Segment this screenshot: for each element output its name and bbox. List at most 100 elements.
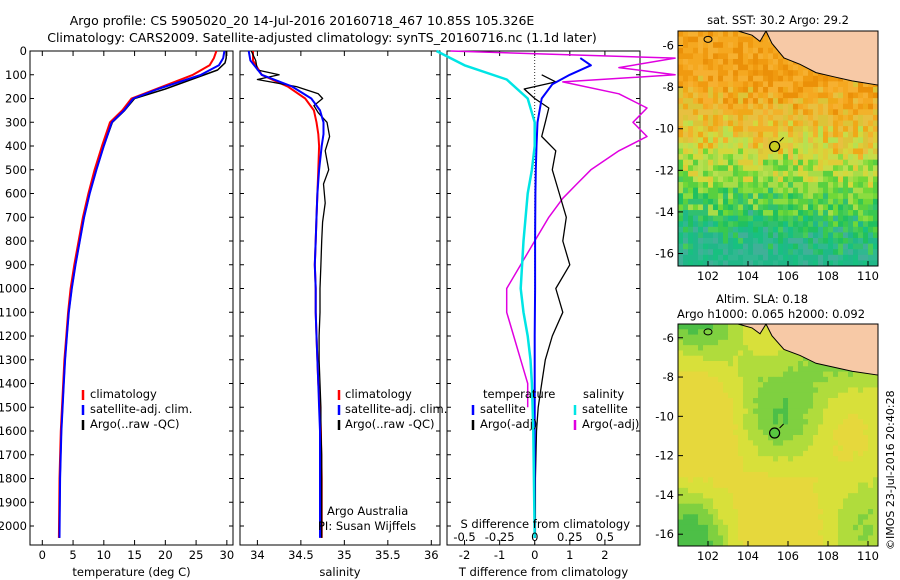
- map0-cell: [858, 131, 864, 138]
- map1-cell: [748, 366, 754, 373]
- map1-cell: [743, 398, 749, 404]
- map0-cell: [758, 232, 764, 239]
- map0-cell: [738, 254, 744, 261]
- map0-cell: [823, 232, 829, 239]
- map0-cell: [733, 75, 739, 82]
- map1-cell: [698, 345, 704, 351]
- map1-cell: [678, 493, 684, 499]
- map1-cell: [693, 524, 699, 531]
- map0-cell: [793, 159, 799, 166]
- map0-cell: [703, 75, 709, 82]
- map1-cell: [783, 376, 789, 383]
- map0-cell: [783, 120, 789, 127]
- map0-cell: [693, 86, 699, 94]
- map0-cell: [818, 92, 824, 99]
- map1-cell: [798, 535, 804, 542]
- map0-cell: [803, 103, 809, 110]
- map0-cell: [798, 165, 804, 172]
- map1-xtick-label: 104: [737, 549, 759, 563]
- map1-cell: [758, 429, 764, 436]
- map0-cell: [813, 137, 819, 144]
- map1-cell: [733, 398, 739, 404]
- map0-cell: [783, 64, 789, 71]
- map1-cell: [823, 461, 829, 468]
- map1-cell: [748, 487, 754, 494]
- map1-cell: [818, 509, 824, 515]
- map0-cell: [743, 238, 749, 245]
- map0-cell: [788, 187, 794, 194]
- map0-cell: [718, 193, 724, 200]
- map0-cell: [838, 249, 844, 256]
- map0-cell: [693, 148, 699, 155]
- map0-cell: [768, 53, 774, 60]
- map1-cell: [783, 503, 789, 510]
- map0-cell: [683, 109, 689, 116]
- map0-cell: [763, 53, 769, 60]
- map0-cell: [748, 193, 754, 200]
- map1-cell: [718, 487, 724, 494]
- map1-cell: [683, 392, 689, 399]
- map1-cell: [828, 371, 834, 378]
- map1-cell: [743, 514, 749, 521]
- sal-xtick-label: 35: [337, 548, 352, 562]
- map0-cell: [733, 114, 739, 122]
- map1-cell: [698, 461, 704, 468]
- map0-cell: [833, 204, 839, 211]
- map0-cell: [768, 131, 774, 138]
- map1-cell: [818, 398, 824, 404]
- map1-cell: [748, 339, 754, 346]
- map0-cell: [848, 92, 854, 99]
- map0-cell: [778, 210, 784, 217]
- map0-cell: [748, 176, 754, 183]
- map1-cell: [773, 519, 779, 526]
- map0-cell: [788, 98, 794, 105]
- map1-cell: [793, 419, 799, 425]
- map1-cell: [788, 540, 794, 547]
- map1-cell: [798, 487, 804, 494]
- map0-cell: [713, 142, 719, 149]
- map0-cell: [728, 232, 734, 239]
- map0-cell: [778, 238, 784, 245]
- map0-cell: [693, 204, 699, 211]
- map1-cell: [693, 530, 699, 536]
- map0-cell: [753, 131, 759, 138]
- map0-cell: [688, 193, 694, 200]
- map1-cell: [858, 509, 864, 515]
- map0-cell: [778, 114, 784, 122]
- map1-cell: [858, 440, 864, 447]
- map0-cell: [798, 142, 804, 149]
- map0-cell: [793, 70, 799, 77]
- map0-cell: [773, 215, 779, 222]
- map0-cell: [788, 109, 794, 116]
- map1-cell: [718, 366, 724, 373]
- map0-cell: [728, 254, 734, 261]
- map1-cell: [803, 366, 809, 373]
- map1-cell: [748, 435, 754, 441]
- map1-cell: [678, 535, 684, 542]
- map0-cell: [743, 176, 749, 183]
- map0-cell: [868, 210, 874, 217]
- map1-cell: [783, 445, 789, 452]
- map1-cell: [838, 445, 844, 452]
- map1-cell: [873, 403, 879, 410]
- map1-cell: [783, 403, 789, 410]
- map1-cell: [783, 493, 789, 499]
- map0-cell: [768, 232, 774, 239]
- map1-cell: [873, 408, 879, 415]
- map0-cell: [763, 126, 769, 133]
- map0-cell: [758, 170, 764, 177]
- sal-legend-label: Argo(..raw -QC): [345, 417, 435, 431]
- map0-cell: [753, 92, 759, 99]
- map0-cell: [818, 243, 824, 250]
- map0-cell: [813, 187, 819, 194]
- map1-cell: [813, 461, 819, 468]
- map1-cell: [818, 387, 824, 394]
- map0-cell: [738, 36, 744, 43]
- map0-cell: [713, 249, 719, 256]
- map1-cell: [758, 376, 764, 383]
- map1-cell: [723, 482, 729, 489]
- map1-cell: [688, 524, 694, 531]
- map1-cell: [718, 376, 724, 383]
- map1-cell: [688, 493, 694, 499]
- map1-cell: [713, 392, 719, 399]
